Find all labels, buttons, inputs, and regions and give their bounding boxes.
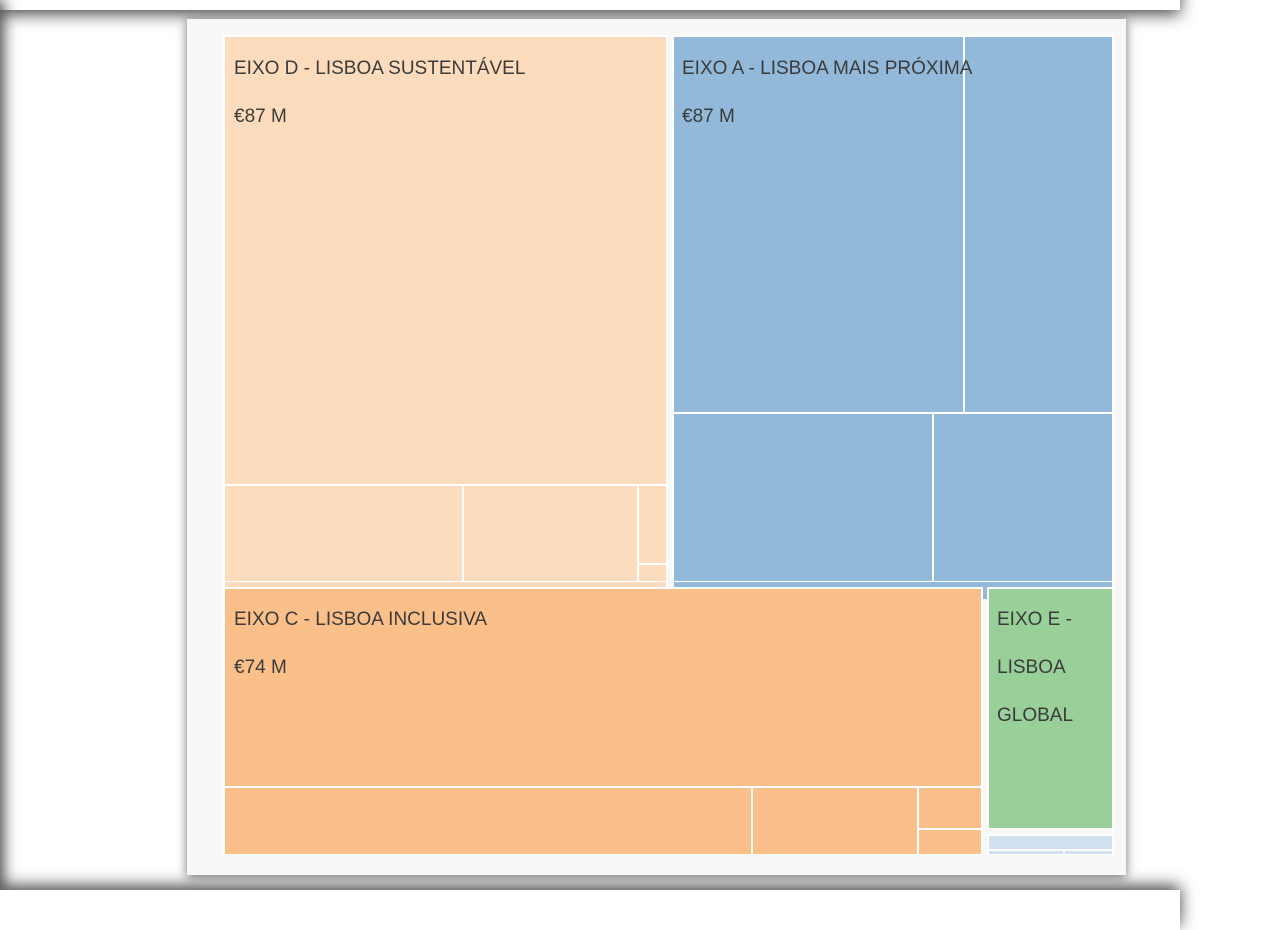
treemap-cell[interactable] [918, 787, 982, 829]
treemap-cell[interactable] [673, 413, 933, 582]
group-name-label: EIXO D - LISBOA SUSTENTÁVEL [234, 58, 526, 79]
group-name-label: EIXO A - LISBOA MAIS PRÓXIMA [682, 58, 973, 79]
treemap-chart: EIXO D - LISBOA SUSTENTÁVEL €87 M EIXO A -… [187, 19, 1126, 875]
group-value-label: €74 M [234, 657, 287, 678]
treemap-cell[interactable] [988, 588, 1113, 829]
chart-card: EIXO D - LISBOA SUSTENTÁVEL €87 M EIXO A -… [187, 19, 1126, 875]
treemap-cell[interactable] [463, 485, 638, 582]
treemap-cell[interactable] [964, 36, 1113, 413]
treemap-cell[interactable] [1064, 850, 1113, 855]
group-value-label: €87 M [234, 106, 287, 127]
treemap-cell[interactable] [638, 485, 667, 564]
group-name-label: EIXO C - LISBOA INCLUSIVA [234, 609, 488, 630]
treemap-cell[interactable] [988, 850, 1064, 855]
treemap-cell[interactable] [673, 36, 964, 413]
treemap-cell[interactable] [918, 829, 982, 855]
treemap-cell[interactable] [933, 413, 1113, 582]
treemap-cell[interactable] [224, 588, 982, 787]
treemap-cell[interactable] [752, 787, 918, 855]
group-name-label: EIXO E - [997, 609, 1072, 630]
group-value-label: €87 M [682, 106, 735, 127]
treemap-cell[interactable] [638, 564, 667, 582]
treemap-cell[interactable] [988, 835, 1113, 850]
treemap-cell[interactable] [224, 787, 752, 855]
group-name-label: GLOBAL [997, 705, 1074, 726]
treemap-cell[interactable] [224, 36, 667, 485]
group-name-label: LISBOA [997, 657, 1066, 678]
shadow-edge-bottom [0, 890, 1180, 930]
shadow-edge-top [0, 0, 1180, 10]
treemap-cell[interactable] [224, 485, 463, 582]
